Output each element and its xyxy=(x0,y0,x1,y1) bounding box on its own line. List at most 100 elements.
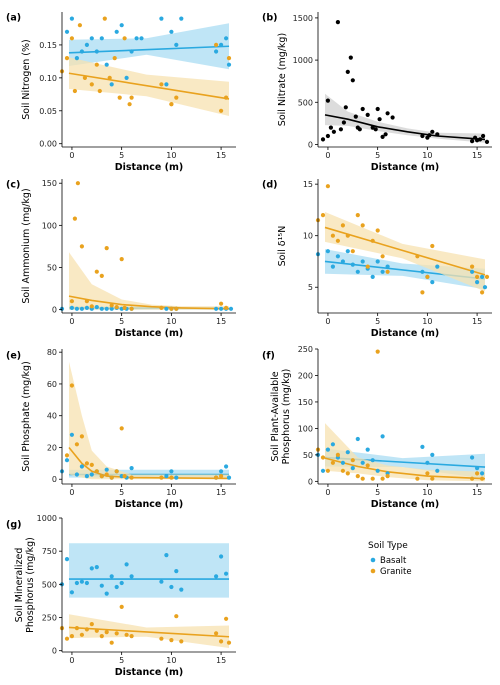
data-point xyxy=(114,584,119,590)
data-point xyxy=(69,16,74,21)
data-point xyxy=(470,139,475,144)
data-point xyxy=(224,305,229,310)
data-point xyxy=(470,269,475,274)
y-tick-label: 40 xyxy=(47,412,57,421)
data-point xyxy=(64,557,70,562)
fit-layer xyxy=(68,543,230,648)
data-point xyxy=(383,132,388,137)
data-point xyxy=(325,249,330,254)
data-point xyxy=(79,464,84,469)
data-point xyxy=(122,36,127,41)
panel-e: (e) 0 5 10 15 0 20 40 60 80 Distance (m) Soil Phosp… xyxy=(6,348,236,510)
x-tick-label: 5 xyxy=(375,488,380,497)
data-point xyxy=(340,460,345,465)
data-point xyxy=(159,579,164,584)
data-point xyxy=(385,111,390,116)
data-point xyxy=(219,469,224,474)
y-axis-label: Soil Plant-Available xyxy=(270,371,281,461)
data-point xyxy=(345,69,350,74)
fit-layer xyxy=(68,361,230,480)
data-point xyxy=(109,640,114,645)
data-point xyxy=(380,254,385,259)
data-point xyxy=(425,471,430,476)
y-axis-label: Soil Mineralized xyxy=(14,548,25,623)
data-point xyxy=(350,78,355,83)
data-point xyxy=(104,467,109,472)
x-tick-label: 10 xyxy=(422,151,432,160)
fit-line xyxy=(324,114,486,141)
data-point xyxy=(430,280,435,285)
data-point xyxy=(89,472,94,477)
panel-letter: (d) xyxy=(262,179,277,190)
y-axis-label: Soil Nitrogen (%) xyxy=(21,39,32,119)
data-point xyxy=(69,383,74,388)
fit-line xyxy=(68,72,230,100)
data-point xyxy=(74,306,79,311)
data-point xyxy=(226,62,232,67)
data-point xyxy=(365,112,370,117)
data-point xyxy=(214,42,219,48)
data-point xyxy=(219,474,224,479)
data-point xyxy=(104,62,109,67)
data-point xyxy=(114,29,119,34)
data-point xyxy=(84,627,89,632)
data-point xyxy=(169,29,174,34)
data-point xyxy=(119,604,124,610)
data-point xyxy=(385,264,390,269)
data-point xyxy=(129,95,134,100)
data-point xyxy=(174,614,179,619)
data-point xyxy=(355,213,360,218)
x-tick-label: 10 xyxy=(422,488,432,497)
confidence-band xyxy=(69,23,229,70)
data-point xyxy=(169,475,174,480)
data-point xyxy=(226,475,232,480)
data-point xyxy=(99,583,104,588)
data-point xyxy=(99,634,104,639)
data-point xyxy=(164,474,169,479)
data-point xyxy=(77,23,82,28)
y-tick-label: 0 xyxy=(52,647,57,656)
data-point xyxy=(79,306,84,311)
data-point xyxy=(377,117,382,122)
data-point xyxy=(89,462,94,467)
data-point xyxy=(345,450,350,455)
data-point xyxy=(104,306,109,311)
data-point xyxy=(365,463,370,468)
panel-letter: (e) xyxy=(6,350,21,361)
data-point xyxy=(89,566,94,571)
data-point xyxy=(127,102,132,107)
panel-letter: (c) xyxy=(6,179,20,190)
panel-letter: (g) xyxy=(6,519,21,530)
data-point xyxy=(385,474,390,479)
x-tick-label: 15 xyxy=(472,151,482,160)
data-point xyxy=(380,434,385,439)
data-point xyxy=(117,95,122,100)
data-point xyxy=(89,36,94,41)
x-tick-label: 15 xyxy=(216,488,226,497)
y-tick-label: 10 xyxy=(303,232,313,241)
data-point xyxy=(129,466,134,471)
data-point xyxy=(219,306,224,311)
data-point xyxy=(84,461,89,466)
data-point xyxy=(109,82,114,87)
data-point xyxy=(482,285,488,290)
panel-letter: (a) xyxy=(6,12,21,23)
data-point xyxy=(430,476,435,481)
x-tick-label: 10 xyxy=(166,656,176,665)
y-tick-label: 500 xyxy=(298,98,313,107)
data-point xyxy=(224,95,229,100)
data-point xyxy=(109,475,114,480)
data-point xyxy=(360,476,365,481)
data-point xyxy=(355,474,360,479)
data-point xyxy=(420,290,425,295)
data-point xyxy=(370,274,375,279)
data-point xyxy=(345,471,350,476)
y-tick-label: 100 xyxy=(298,424,313,433)
y-tick-label: 60 xyxy=(47,380,57,389)
x-tick-label: 0 xyxy=(325,317,330,326)
data-point xyxy=(370,458,375,463)
y-tick-label: 150 xyxy=(298,398,313,407)
data-point xyxy=(390,115,395,120)
